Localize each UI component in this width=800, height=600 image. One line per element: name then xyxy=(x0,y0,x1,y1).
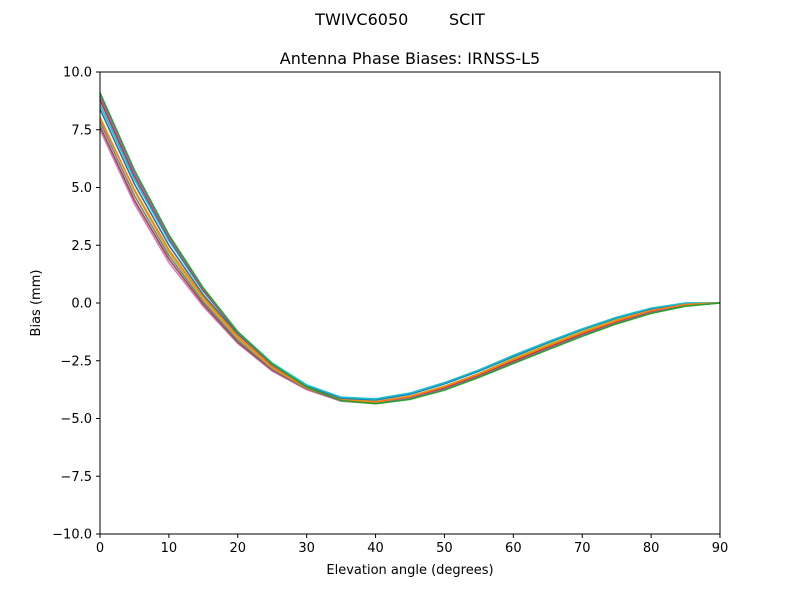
x-axis: 0 10 20 30 40 50 60 70 80 90 xyxy=(96,534,728,556)
y-tick-label: 7.5 xyxy=(71,123,92,138)
series-layer xyxy=(99,92,721,405)
series-line-1 xyxy=(99,129,721,405)
series-line-9 xyxy=(99,117,721,403)
x-tick-label: 40 xyxy=(367,541,384,556)
series-line-6 xyxy=(99,103,720,400)
series-line-8 xyxy=(99,95,721,404)
y-axis: 10.0 7.5 5.0 2.5 0.0 −2.5 −5.0 −7.5 −10.0 xyxy=(52,66,100,543)
x-tick-label: 0 xyxy=(96,541,104,556)
chart-title: Antenna Phase Biases: IRNSS-L5 xyxy=(280,49,540,68)
x-tick-label: 20 xyxy=(230,541,247,556)
series-line-4 xyxy=(99,116,721,403)
x-axis-label: Elevation angle (degrees) xyxy=(326,563,493,578)
x-tick-label: 10 xyxy=(161,541,178,556)
y-tick-label: −10.0 xyxy=(52,528,92,543)
series-line-10 xyxy=(99,92,721,405)
x-tick-label: 70 xyxy=(574,541,591,556)
y-tick-label: 2.5 xyxy=(71,239,92,254)
series-line-2 xyxy=(99,125,721,404)
y-tick-label: −5.0 xyxy=(60,412,92,427)
x-tick-label: 30 xyxy=(298,541,315,556)
x-tick-label: 80 xyxy=(643,541,660,556)
x-tick-label: 50 xyxy=(436,541,453,556)
series-line-3 xyxy=(99,121,721,404)
x-tick-label: 90 xyxy=(712,541,729,556)
plot-frame xyxy=(99,71,721,535)
y-tick-label: 0.0 xyxy=(71,297,92,312)
y-tick-label: −2.5 xyxy=(60,354,92,369)
figure-suptitle: TWIVC6050 SCIT xyxy=(315,10,485,29)
y-tick-label: −7.5 xyxy=(60,470,92,485)
y-axis-label: Bias (mm) xyxy=(29,270,44,337)
y-tick-label: 5.0 xyxy=(71,181,92,196)
series-line-5 xyxy=(99,108,721,401)
series-line-7 xyxy=(99,99,721,404)
x-tick-label: 60 xyxy=(505,541,522,556)
y-tick-label: 10.0 xyxy=(63,66,92,81)
